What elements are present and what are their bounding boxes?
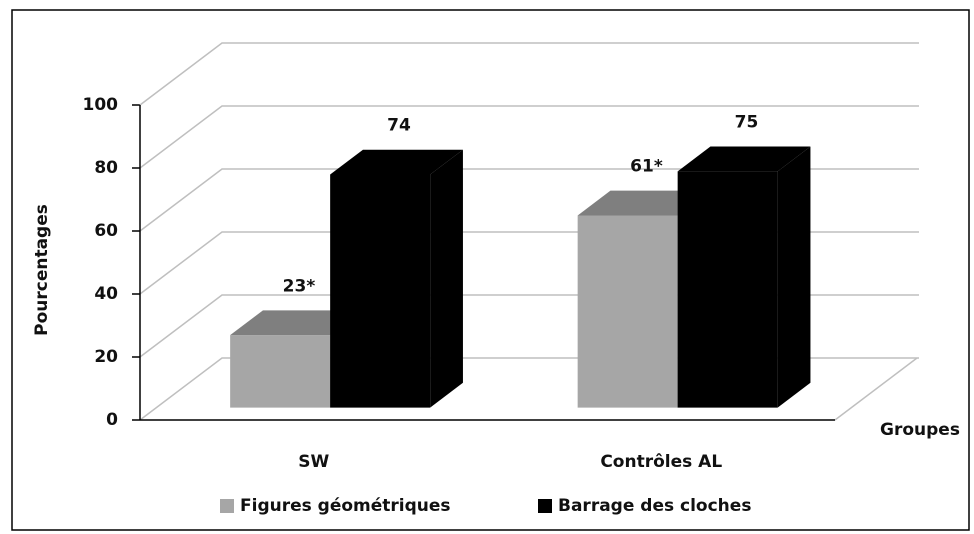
legend-label: Figures géométriques: [240, 496, 451, 516]
floor-edge: [834, 357, 918, 421]
grid-line: [139, 42, 919, 106]
y-tick-label: 80: [94, 158, 118, 178]
bar-front: [230, 335, 331, 408]
frame: [11, 9, 970, 531]
bar-side: [777, 146, 811, 408]
y-axis-title: Pourcentages: [32, 204, 52, 336]
data-label: 75: [735, 113, 759, 133]
bar-top: [577, 190, 711, 216]
bar-top: [230, 310, 363, 336]
bar-top: [677, 146, 811, 172]
legend-swatch: [220, 499, 234, 513]
bar-side: [430, 149, 463, 408]
bar-front: [577, 215, 678, 408]
bar: [330, 149, 463, 408]
bar-front: [677, 171, 778, 408]
data-label: 61*: [630, 157, 663, 177]
data-label: 23*: [283, 276, 316, 296]
grid-line: [139, 105, 919, 169]
bar: [677, 146, 811, 408]
legend-label: Barrage des cloches: [558, 496, 751, 516]
x-tick-label: Contrôles AL: [600, 452, 722, 472]
x-tick-label: SW: [298, 452, 329, 472]
y-tick-label: 20: [94, 347, 118, 367]
data-label: 74: [387, 116, 411, 136]
y-tick-label: 100: [83, 95, 119, 115]
x-axis-title: Groupes: [880, 420, 960, 440]
y-tick-label: 60: [94, 221, 118, 241]
bar-front: [330, 174, 431, 408]
legend-swatch: [538, 499, 552, 513]
y-tick-label: 0: [106, 410, 118, 430]
y-tick-label: 40: [94, 284, 118, 304]
bar-top: [330, 149, 463, 175]
